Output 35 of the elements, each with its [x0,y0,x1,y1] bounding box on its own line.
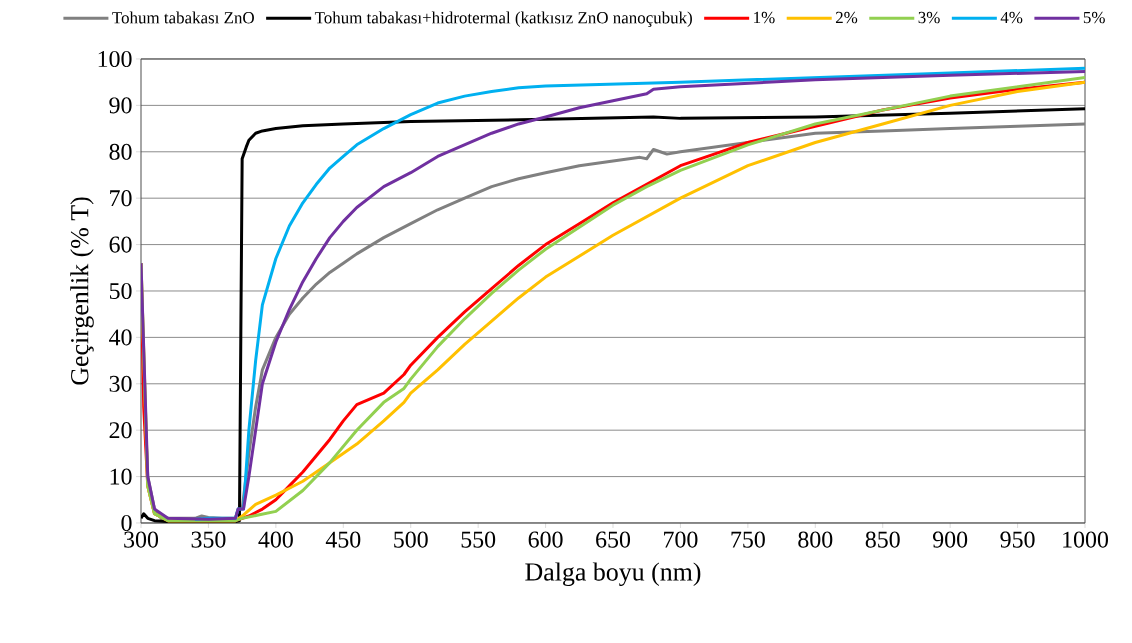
y-tick-label: 90 [109,97,132,114]
y-tick-label: 40 [109,329,132,346]
y-tick-label: 10 [110,468,132,485]
y-tick-label: 100 [98,50,132,68]
legend-label: 3% [918,11,940,24]
legend-label: 4% [1000,11,1023,24]
x-tick-label: 800 [798,531,833,548]
legend-label: Tohum tabakası+hidrotermal (katkısız ZnO nanoçubuk) [314,11,692,27]
x-tick-label: 850 [865,531,900,548]
x-tick-label: 450 [325,531,361,548]
y-tick-label: 50 [109,282,132,300]
y-tick-label: 0 [121,514,132,532]
x-tick-label: 600 [528,531,563,548]
x-tick-label: 400 [258,531,293,548]
legend-label: 2% [835,11,858,24]
x-tick-label: 900 [932,531,968,548]
x-tick-label: 350 [191,531,226,548]
x-tick-label: 750 [731,531,765,548]
x-tick-label: 300 [124,531,159,548]
y-tick-label: 70 [110,190,132,207]
y-tick-label: 30 [109,375,132,392]
y-tick-label: 20 [109,422,132,439]
x-tick-label: 700 [664,531,698,548]
y-axis-title: Geçirgenlik (% T) [70,197,94,385]
y-tick-label: 80 [109,143,132,160]
legend-label: 1% [754,11,775,24]
legend-label: 5% [1083,11,1105,24]
x-tick-label: 650 [596,531,631,548]
x-tick-label: 550 [461,531,496,548]
legend-label: Tohum tabakası ZnO [112,11,254,24]
x-tick-label: 1000 [1063,531,1109,548]
x-tick-label: 950 [1000,531,1035,548]
x-axis-title: Dalga boyu (nm) [525,562,701,587]
x-tick-label: 500 [394,531,428,548]
y-tick-label: 60 [109,236,132,253]
